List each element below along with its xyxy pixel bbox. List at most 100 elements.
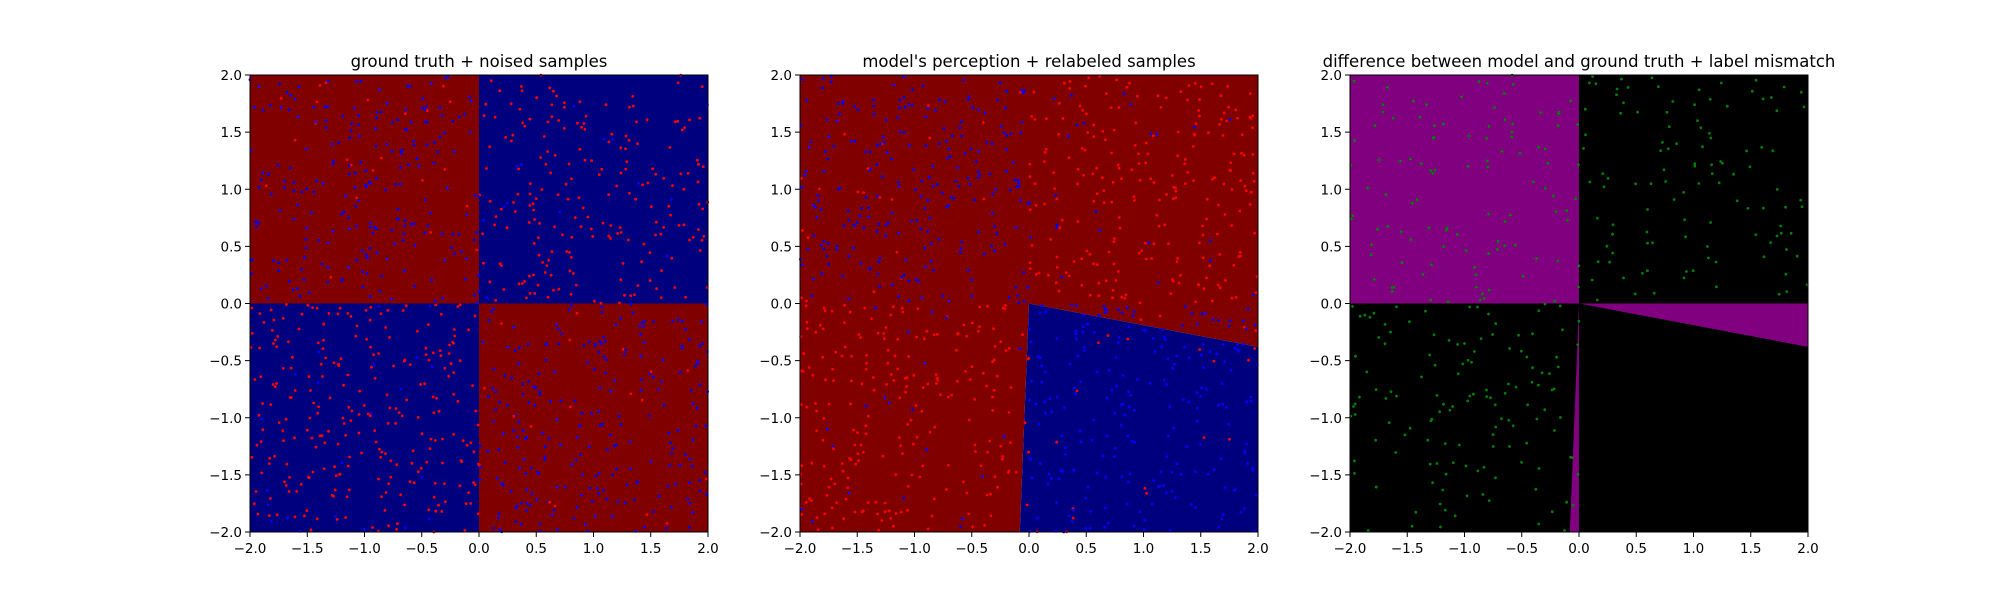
sample-point [389, 459, 393, 463]
sample-point [1636, 110, 1639, 114]
sample-point [1559, 416, 1562, 419]
sample-point [1029, 236, 1032, 239]
sample-point [902, 273, 906, 277]
sample-point [930, 514, 934, 518]
sample-point [261, 402, 264, 405]
sample-point [1105, 434, 1109, 437]
sample-point [304, 238, 308, 241]
sample-point [475, 301, 479, 305]
sample-point [1531, 180, 1535, 184]
sample-point [688, 481, 691, 485]
sample-point [1201, 233, 1205, 237]
sample-point [575, 311, 579, 315]
sample-point [874, 306, 877, 309]
sample-point [1121, 374, 1125, 377]
sample-point [1153, 350, 1157, 353]
sample-point [1200, 353, 1203, 357]
sample-point [353, 106, 356, 110]
sample-point [1238, 209, 1242, 213]
sample-point [703, 471, 707, 474]
sample-point [990, 142, 994, 146]
sample-point [1200, 386, 1203, 390]
sample-point [1438, 410, 1441, 414]
x-tick-label: −0.5 [1505, 541, 1538, 557]
sample-point [1230, 188, 1234, 191]
sample-point [1701, 145, 1704, 149]
sample-point [403, 112, 407, 115]
sample-point [611, 137, 614, 141]
sample-point [1540, 371, 1544, 375]
sample-point [1464, 464, 1468, 468]
sample-point [1205, 276, 1208, 280]
sample-point [1192, 132, 1196, 136]
sample-point [1784, 272, 1788, 276]
sample-point [538, 222, 541, 225]
sample-point [902, 496, 906, 500]
sample-point [1507, 418, 1511, 422]
sample-point [556, 327, 560, 331]
y-tick-label: 1.0 [771, 182, 792, 198]
sample-point [1228, 437, 1231, 441]
sample-point [1408, 320, 1411, 323]
sample-point [1351, 214, 1355, 218]
sample-point [1254, 494, 1258, 497]
sample-point [1183, 305, 1187, 308]
sample-point [547, 258, 551, 262]
sample-point [1053, 187, 1057, 191]
sample-point [464, 502, 468, 506]
sample-point [498, 262, 502, 266]
sample-point [631, 104, 635, 108]
sample-point [942, 127, 946, 130]
sample-point [1376, 227, 1379, 231]
sample-point [991, 409, 995, 412]
sample-point [883, 501, 887, 505]
sample-point [364, 253, 368, 256]
sample-point [1502, 92, 1506, 95]
sample-point [467, 328, 470, 332]
sample-point [276, 163, 280, 167]
sample-point [459, 459, 463, 462]
subplot-2-points [799, 74, 1259, 534]
sample-point [1795, 254, 1799, 258]
sample-point [1645, 230, 1649, 234]
sample-point [527, 274, 531, 278]
x-tick-label: −1.0 [898, 541, 931, 557]
sample-point [623, 293, 626, 297]
sample-point [662, 403, 666, 407]
sample-point [253, 105, 257, 109]
sample-point [369, 412, 373, 415]
sample-point [395, 217, 399, 221]
sample-point [1232, 263, 1236, 267]
sample-point [1217, 403, 1220, 407]
sample-point [564, 182, 568, 186]
sample-point [1078, 429, 1082, 433]
sample-point [960, 240, 964, 244]
sample-point [377, 477, 380, 481]
sample-point [880, 519, 884, 522]
sample-point [453, 334, 457, 338]
sample-point [800, 186, 804, 189]
sample-point [1389, 390, 1393, 393]
sample-point [1253, 347, 1256, 350]
sample-point [668, 463, 671, 467]
sample-point [616, 232, 620, 235]
sample-point [281, 317, 285, 320]
sample-point [951, 134, 954, 138]
sample-point [558, 210, 562, 214]
sample-point [1496, 247, 1499, 251]
subplot-3-x-ticks: −2.0 −1.5 −1.0 −0.5 0.0 0.5 1.0 1.5 2.0 [1334, 532, 1819, 557]
sample-point [1466, 164, 1470, 168]
sample-point [1432, 333, 1436, 337]
x-tick-label: 2.0 [1797, 541, 1818, 557]
sample-point [1243, 506, 1246, 510]
sample-point [551, 513, 554, 517]
sample-point [1001, 457, 1004, 461]
sample-point [1460, 95, 1464, 99]
sample-point [1369, 253, 1373, 257]
sample-point [898, 396, 902, 400]
sample-point [810, 461, 814, 465]
sample-point [1225, 119, 1228, 123]
x-tick-label: 0.5 [526, 541, 547, 557]
sample-point [373, 376, 377, 380]
sample-point [812, 234, 816, 238]
